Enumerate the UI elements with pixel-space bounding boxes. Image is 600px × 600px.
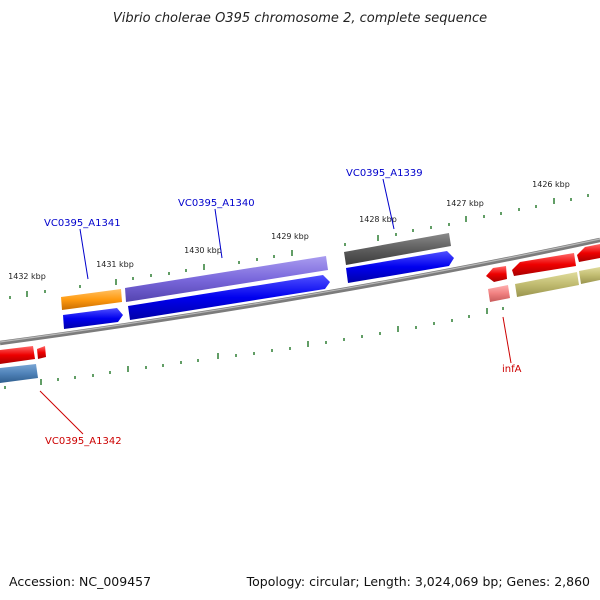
gene-feature-olive[interactable]: [515, 272, 579, 297]
gene-feature-orange[interactable]: [61, 289, 122, 310]
leader-vc0395-a1339: [382, 178, 395, 230]
leader-vc0395-a1342: [39, 390, 84, 435]
gene-feature-red-left-tip[interactable]: [37, 346, 46, 359]
gene-feature-red-long[interactable]: [512, 253, 576, 276]
scale-label: 1431 kbp: [96, 260, 134, 269]
gene-feature-red-small[interactable]: [486, 266, 507, 282]
leader-vc0395-a1340: [214, 208, 223, 259]
gene-label-vc0395-a1339[interactable]: VC0395_A1339: [346, 168, 423, 179]
gene-feature-vc0395-a1342[interactable]: [0, 364, 38, 383]
gene-feature-blue-right[interactable]: [346, 251, 454, 283]
inner-tick-ring: [4, 307, 504, 389]
label-leaders: [39, 178, 512, 435]
leader-infa: [502, 316, 512, 364]
outer-tick-ring: [9, 194, 589, 299]
scale-label: 1430 kbp: [184, 246, 222, 255]
gene-feature-olive-edge[interactable]: [579, 267, 600, 284]
scale-label: 1427 kbp: [446, 199, 484, 208]
chromosome-backbone: [0, 237, 600, 346]
accession-text: Accession: NC_009457: [9, 574, 151, 589]
gene-label-infa[interactable]: infA: [502, 364, 522, 375]
topology-summary: Topology: circular; Length: 3,024,069 bp…: [246, 574, 590, 589]
gene-feature-blue-long[interactable]: [128, 275, 330, 320]
leader-vc0395-a1341: [79, 228, 89, 280]
map-title: Vibrio cholerae O395 chromosome 2, compl…: [113, 11, 487, 26]
gene-label-vc0395-a1340[interactable]: VC0395_A1340: [178, 198, 255, 209]
scale-label: 1432 kbp: [8, 272, 46, 281]
gene-feature-red-edge[interactable]: [577, 244, 600, 262]
gene-feature-blue-small[interactable]: [63, 308, 123, 329]
scale-label: 1426 kbp: [532, 180, 570, 189]
gene-label-vc0395-a1341[interactable]: VC0395_A1341: [44, 218, 121, 229]
gene-label-vc0395-a1342[interactable]: VC0395_A1342: [45, 436, 122, 447]
gene-feature-vc0395-a1340[interactable]: [125, 256, 328, 302]
gene-feature-red-left[interactable]: [0, 346, 35, 364]
scale-label: 1428 kbp: [359, 215, 397, 224]
chromosome-backbone-highlight: [0, 238, 600, 343]
scale-label: 1429 kbp: [271, 232, 309, 241]
gene-feature-infa[interactable]: [488, 285, 510, 302]
gene-feature-vc0395-a1339[interactable]: [344, 233, 451, 265]
